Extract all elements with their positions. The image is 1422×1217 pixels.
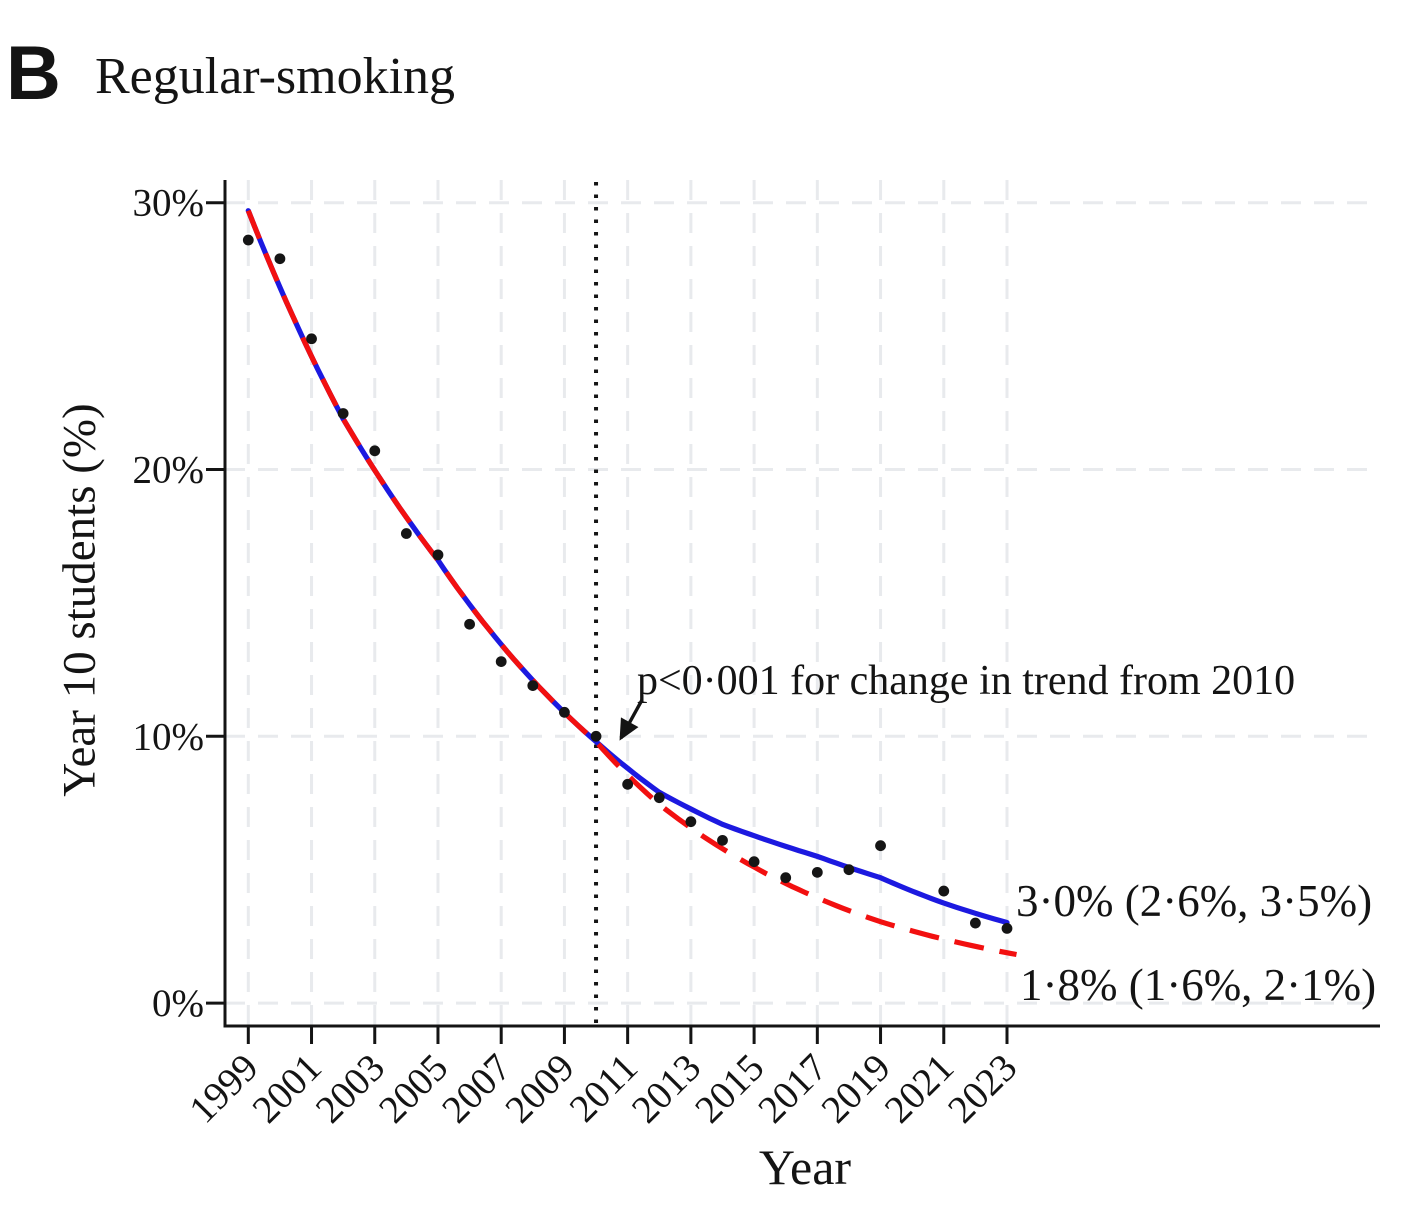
y-tick-label: 0% [152,982,204,1025]
x-axis-title: Year [758,1139,852,1195]
data-point [969,917,981,929]
data-point [811,866,823,878]
data-point [653,792,665,804]
data-point [875,840,886,852]
blue-series-end-label: 3·0% (2·6%, 3·5%) [1016,876,1373,926]
data-point [717,834,728,846]
x-tick-label: 2015 [687,1046,773,1132]
x-tick-label: 2013 [624,1046,710,1132]
x-tick-label: 2021 [877,1046,963,1132]
y-axis-title: Year 10 students (%) [53,403,106,797]
data-point [495,656,507,667]
data-point [400,528,412,539]
data-point [337,408,349,419]
data-point [843,864,855,876]
trend-change-annotation: p<0·001 for change in trend from 2010 [637,658,1296,704]
x-tick-label: 2007 [434,1046,520,1132]
data-point [369,445,381,457]
data-point [559,706,570,718]
data-point [527,680,539,692]
data-point [464,618,475,630]
annotation-arrow [619,699,644,741]
data-point [1001,922,1013,934]
x-tick-label: 2009 [497,1046,583,1132]
data-point [685,816,697,828]
x-tick-label: 2011 [561,1046,646,1131]
x-tick-label: 2023 [940,1046,1026,1132]
x-tick-label: 2003 [308,1046,394,1132]
red-series-end-label: 1·8% (1·6%, 2·1%) [1020,960,1377,1010]
y-tick-label: 30% [133,182,205,225]
data-point [306,333,317,345]
x-tick-label: 2019 [813,1046,899,1132]
data-point [622,778,634,790]
y-tick-label: 10% [133,715,205,758]
chart-title: Regular-smoking [95,48,456,105]
data-point [590,730,602,742]
x-tick-label: 2001 [244,1046,330,1132]
data-point [780,872,792,884]
x-tick-label: 2005 [371,1046,457,1132]
x-tick-label: 2017 [750,1046,836,1132]
red-projection-line [245,209,1017,958]
data-point [748,856,760,868]
y-tick-label: 20% [133,449,205,492]
data-point [938,885,950,897]
data-point [242,234,254,246]
panel-label: B [6,31,61,116]
data-point [432,549,444,561]
data-point [274,253,286,265]
x-tick-label: 1999 [181,1046,267,1132]
